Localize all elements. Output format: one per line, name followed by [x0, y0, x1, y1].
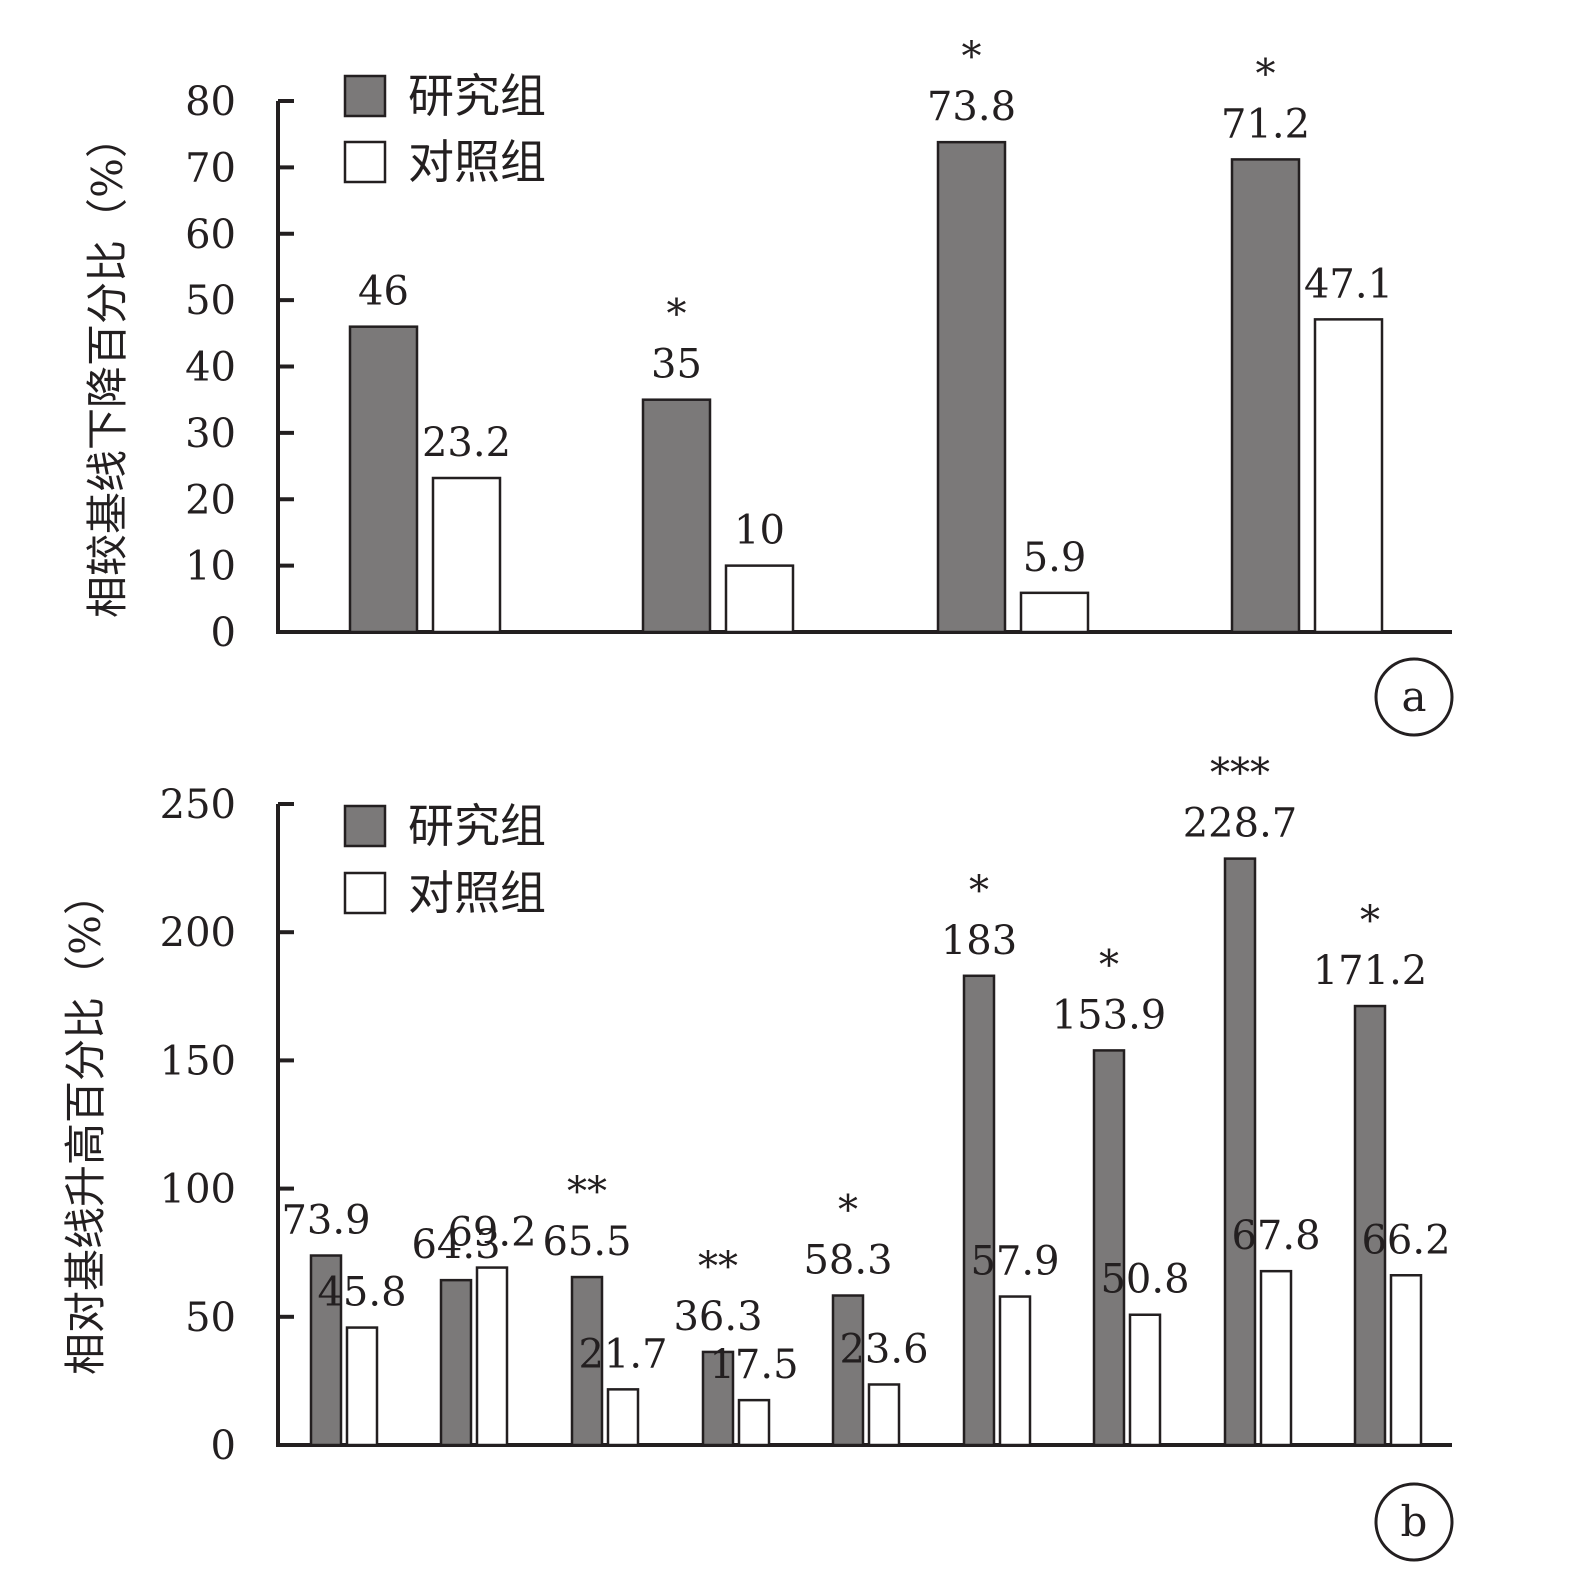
panel-b-legend-label-study: 研究组: [408, 799, 546, 853]
panel-a-control-value-label: 5.9: [1023, 535, 1087, 581]
panel-b-control-bar: [345, 1326, 379, 1447]
panel-a-study-value-label: 71.2: [1221, 101, 1310, 147]
panel-b-study-value-label: 58.3: [803, 1238, 892, 1284]
panel-a-study-value-label: 35: [651, 342, 702, 388]
panel-b-significance-marker: *: [838, 1188, 858, 1234]
panel-b-study-bar: [439, 1278, 473, 1447]
panel-b-significance-marker: ***: [1210, 751, 1270, 797]
panel-b-significance-marker: **: [698, 1244, 738, 1290]
panel-b-y-tick-label: 0: [211, 1423, 236, 1469]
panel-b-control-bar: [1259, 1269, 1293, 1447]
panel-a-study-value-label: 73.8: [927, 84, 1016, 130]
panel-b-study-value-label: 64.3: [411, 1222, 500, 1268]
panel-b-control-value-label: 57.9: [970, 1239, 1059, 1285]
panel-b-y-axis-label: 相对基线升高百分比（%）: [61, 873, 110, 1375]
panel-b-control-value-label: 21.7: [578, 1331, 667, 1377]
panel-a-significance-marker: *: [1256, 51, 1276, 97]
panel-a-legend-swatch-study: [343, 74, 387, 118]
panel-b-control-bar: [737, 1398, 771, 1447]
panel-b-significance-marker: *: [1099, 942, 1119, 988]
panel-b-legend-swatch-study: [343, 804, 387, 848]
panel-b-study-value-label: 65.5: [542, 1219, 631, 1265]
panel-b-legend-swatch-control: [343, 871, 387, 915]
panel-b-control-value-label: 17.5: [709, 1342, 798, 1388]
panel-b-y-tick-label: 250: [160, 782, 236, 828]
panel-b-study-bar: [1223, 857, 1257, 1447]
panel-a-y-tick-label: 80: [185, 79, 236, 125]
panel-a-control-value-label: 23.2: [422, 420, 511, 466]
panel-b-control-bar: [606, 1388, 640, 1447]
panel-a-control-value-label: 47.1: [1304, 261, 1393, 307]
panel-b-study-value-label: 36.3: [673, 1294, 762, 1340]
panel-a-significance-marker: *: [962, 34, 982, 80]
panel-a-y-tick-label: 30: [185, 411, 236, 457]
panel-a-significance-marker: *: [667, 292, 687, 338]
panel-b-study-value-label: 153.9: [1052, 992, 1167, 1038]
panel-b-study-value-label: 183: [941, 918, 1017, 964]
panel-a-control-value-label: 10: [734, 508, 785, 554]
panel-b-control-value-label: 45.8: [317, 1270, 406, 1316]
panel-b-study-bar: [570, 1275, 604, 1447]
panel-b-significance-marker: **: [567, 1169, 607, 1215]
panel-a-y-tick-label: 70: [185, 145, 236, 191]
panel-a-study-bar: [641, 398, 712, 634]
panel-b-control-value-label: 50.8: [1100, 1257, 1189, 1303]
panel-b-panel-letter: b: [1401, 1497, 1428, 1546]
panel-a-legend-swatch-control: [343, 140, 387, 184]
panel-b-study-bar: [1092, 1049, 1126, 1447]
panel-a-study-value-label: 46: [358, 269, 409, 315]
panel-b-control-value-label: 67.8: [1231, 1213, 1320, 1259]
panel-a-y-tick-label: 10: [185, 544, 236, 590]
panel-a-y-tick-label: 50: [185, 278, 236, 324]
panel-a-panel-letter-circle: [1374, 657, 1454, 737]
panel-b-control-value-label: 23.6: [839, 1326, 928, 1372]
panel-a-study-bar: [348, 325, 419, 634]
panel-b-control-bar: [867, 1383, 901, 1447]
panel-b-study-bar: [1353, 1004, 1387, 1447]
panel-b-study-value-label: 73.9: [281, 1198, 370, 1244]
panel-b-study-bar: [831, 1294, 865, 1447]
panel-b-control-value-label: 69.2: [447, 1210, 536, 1256]
panel-b-significance-marker: *: [1360, 898, 1380, 944]
panel-b-control-bar: [1128, 1313, 1162, 1447]
panel-b-y-tick-label: 100: [160, 1167, 236, 1213]
panel-a-legend-label-control: 对照组: [408, 135, 546, 189]
panel-a-control-bar: [1019, 591, 1090, 634]
panel-b-study-value-label: 171.2: [1313, 948, 1428, 994]
panel-a-study-bar: [1230, 158, 1301, 634]
panel-a-control-bar: [1313, 318, 1384, 634]
panel-a-study-bar: [936, 140, 1007, 634]
panel-b-significance-marker: *: [969, 868, 989, 914]
panel-b-legend-label-control: 对照组: [408, 866, 546, 920]
panel-b-control-bar: [998, 1295, 1032, 1447]
panel-a-control-bar: [431, 476, 502, 634]
panel-a-y-tick-label: 20: [185, 477, 236, 523]
panel-a-panel-letter: a: [1401, 672, 1426, 721]
panel-b-y-tick-label: 200: [160, 910, 236, 956]
panel-a-legend-label-study: 研究组: [408, 69, 546, 123]
panel-a-control-bar: [724, 564, 795, 634]
panel-a-y-tick-label: 0: [211, 610, 236, 656]
panel-b-study-bar: [962, 974, 996, 1447]
panel-a-y-axis-label: 相较基线下降百分比（%）: [83, 116, 132, 618]
panel-b-y-tick-label: 150: [160, 1038, 236, 1084]
panel-b-control-bar: [1389, 1274, 1423, 1447]
panel-b-panel-letter-circle: [1374, 1482, 1454, 1562]
panel-b-control-bar: [475, 1266, 509, 1447]
panel-a-y-tick-label: 40: [185, 345, 236, 391]
panel-b-study-bar: [309, 1254, 343, 1447]
panel-a-y-tick-label: 60: [185, 212, 236, 258]
panel-b-y-tick-label: 50: [185, 1295, 236, 1341]
panel-b-study-value-label: 228.7: [1183, 801, 1298, 847]
panel-b-control-value-label: 66.2: [1361, 1217, 1450, 1263]
panel-a-chart: 0 10 20 30 40 50 60 70 80 相较基线下降百分比（%） 46 23.2 35 10 *…: [83, 34, 1454, 737]
panel-b-study-bar: [701, 1350, 735, 1447]
